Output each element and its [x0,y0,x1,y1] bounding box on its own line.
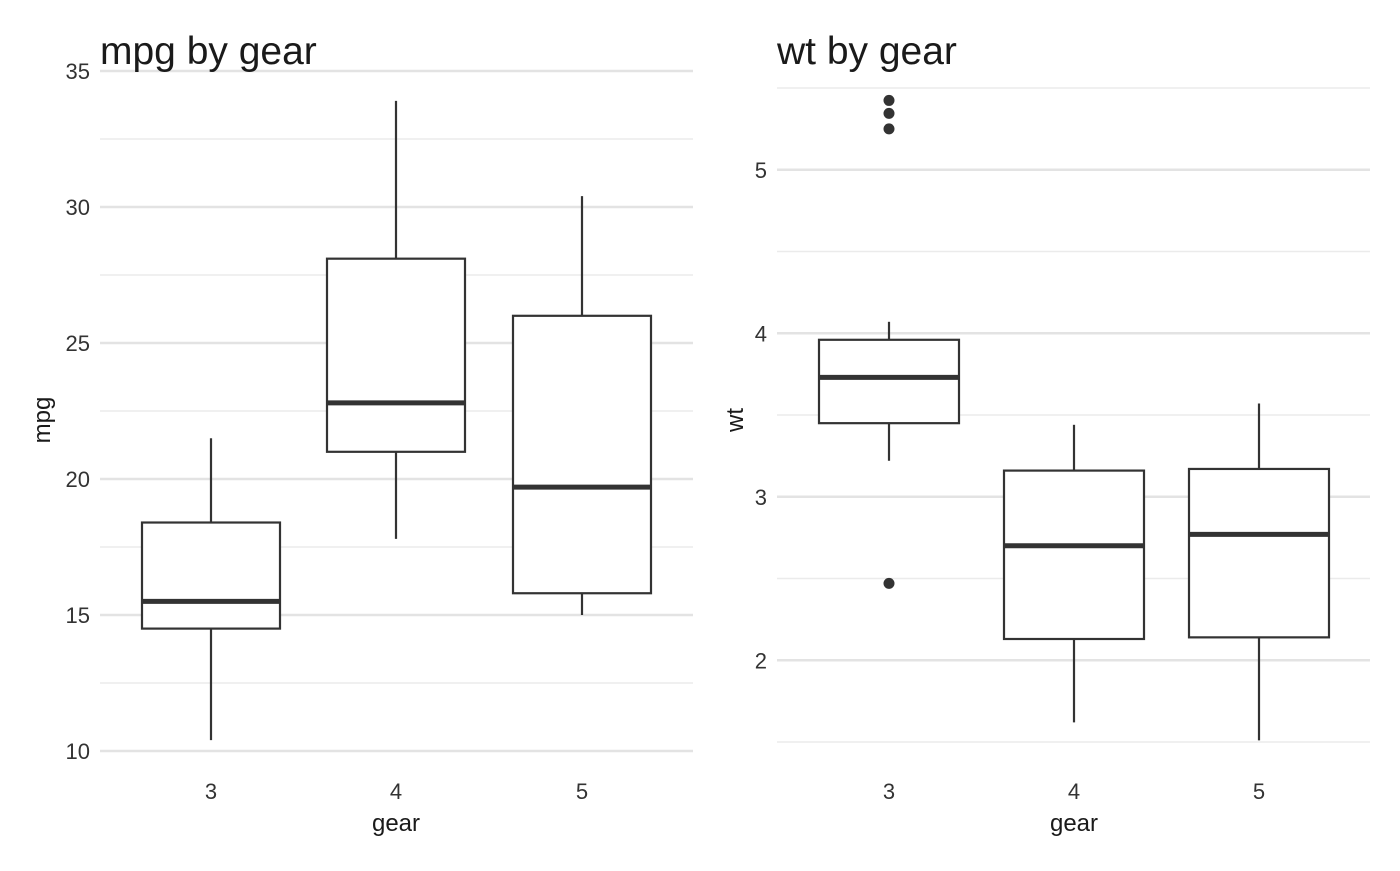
panel-2-outlier-point [883,107,895,119]
panel-2-x-tick-label: 5 [1253,779,1265,804]
panel-1-y-tick-label: 25 [66,331,90,356]
panel-1-x-tick-label: 3 [205,779,217,804]
panel-2-y-tick-label: 3 [755,485,767,510]
panel-2-x-axis-label: gear [1050,810,1098,837]
panel-2-box [1187,467,1331,639]
panel-1-y-tick-label: 35 [66,59,90,84]
panel-2-y-tick-label: 2 [755,648,767,673]
panel-2-chart-title: wt by gear [776,30,957,73]
panel-2-outlier-point [883,577,895,589]
panel-1-x-tick-label: 4 [390,779,402,804]
panel-2-y-tick-label: 5 [755,158,767,183]
panel-1-y-axis-label: mpg [29,397,56,444]
panel-1-chart-title: mpg by gear [100,30,317,73]
panel-2-y-tick-label: 4 [755,321,767,346]
panel-2-y-axis-label: wt [722,408,749,433]
panel-2-box [1002,469,1146,641]
panel-1-x-axis-label: gear [372,810,420,837]
panel-1-box [325,257,467,453]
panel-2-box [817,338,961,425]
panel-1-x-tick-label: 5 [576,779,588,804]
panel-1-box [140,521,282,630]
panel-2-x-tick-label: 4 [1068,779,1080,804]
panel-1-y-tick-label: 30 [66,195,90,220]
panel-1-y-tick-label: 20 [66,467,90,492]
panel-2-outlier-point [883,94,895,106]
panel-1-y-tick-label: 10 [66,739,90,764]
panel-2-x-tick-label: 3 [883,779,895,804]
panel-1-box [511,314,653,595]
panel-1-y-tick-label: 15 [66,603,90,628]
panel-2-outlier-point [883,123,895,135]
